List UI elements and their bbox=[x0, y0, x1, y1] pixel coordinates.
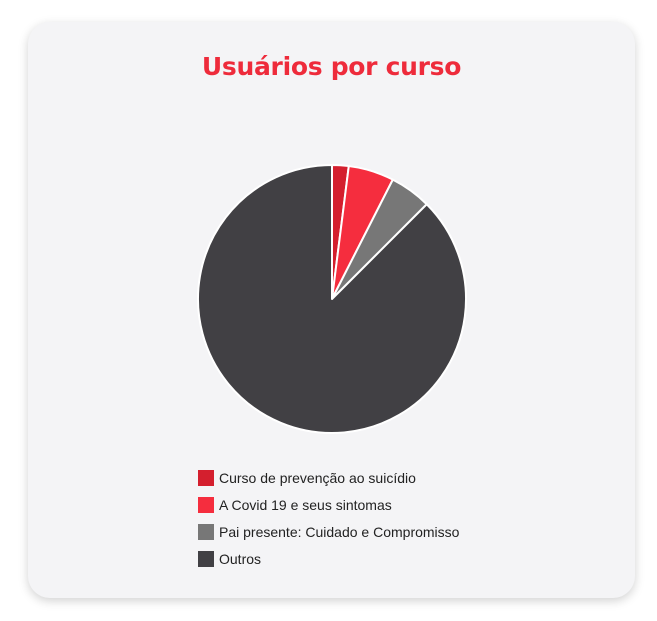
chart-card: Usuários por curso Curso de prevenção ao… bbox=[28, 22, 635, 598]
legend-item-1[interactable]: A Covid 19 e seus sintomas bbox=[198, 491, 468, 518]
pie-chart bbox=[196, 164, 467, 434]
legend-item-0[interactable]: Curso de prevenção ao suicídio bbox=[198, 464, 468, 491]
chart-legend: Curso de prevenção ao suicídio A Covid 19… bbox=[198, 464, 468, 572]
legend-label: Outros bbox=[219, 550, 262, 567]
legend-swatch bbox=[198, 496, 214, 513]
legend-item-3[interactable]: Outros bbox=[198, 545, 468, 572]
legend-swatch bbox=[198, 523, 214, 540]
legend-item-2[interactable]: Pai presente: Cuidado e Compromisso bbox=[198, 518, 468, 545]
legend-label: A Covid 19 e seus sintomas bbox=[219, 496, 392, 513]
legend-label: Curso de prevenção ao suicídio bbox=[219, 469, 416, 486]
legend-label: Pai presente: Cuidado e Compromisso bbox=[219, 523, 460, 540]
chart-title: Usuários por curso bbox=[201, 52, 462, 81]
pie-slice-3[interactable] bbox=[196, 164, 467, 434]
legend-swatch bbox=[198, 469, 214, 486]
legend-swatch bbox=[198, 550, 214, 567]
